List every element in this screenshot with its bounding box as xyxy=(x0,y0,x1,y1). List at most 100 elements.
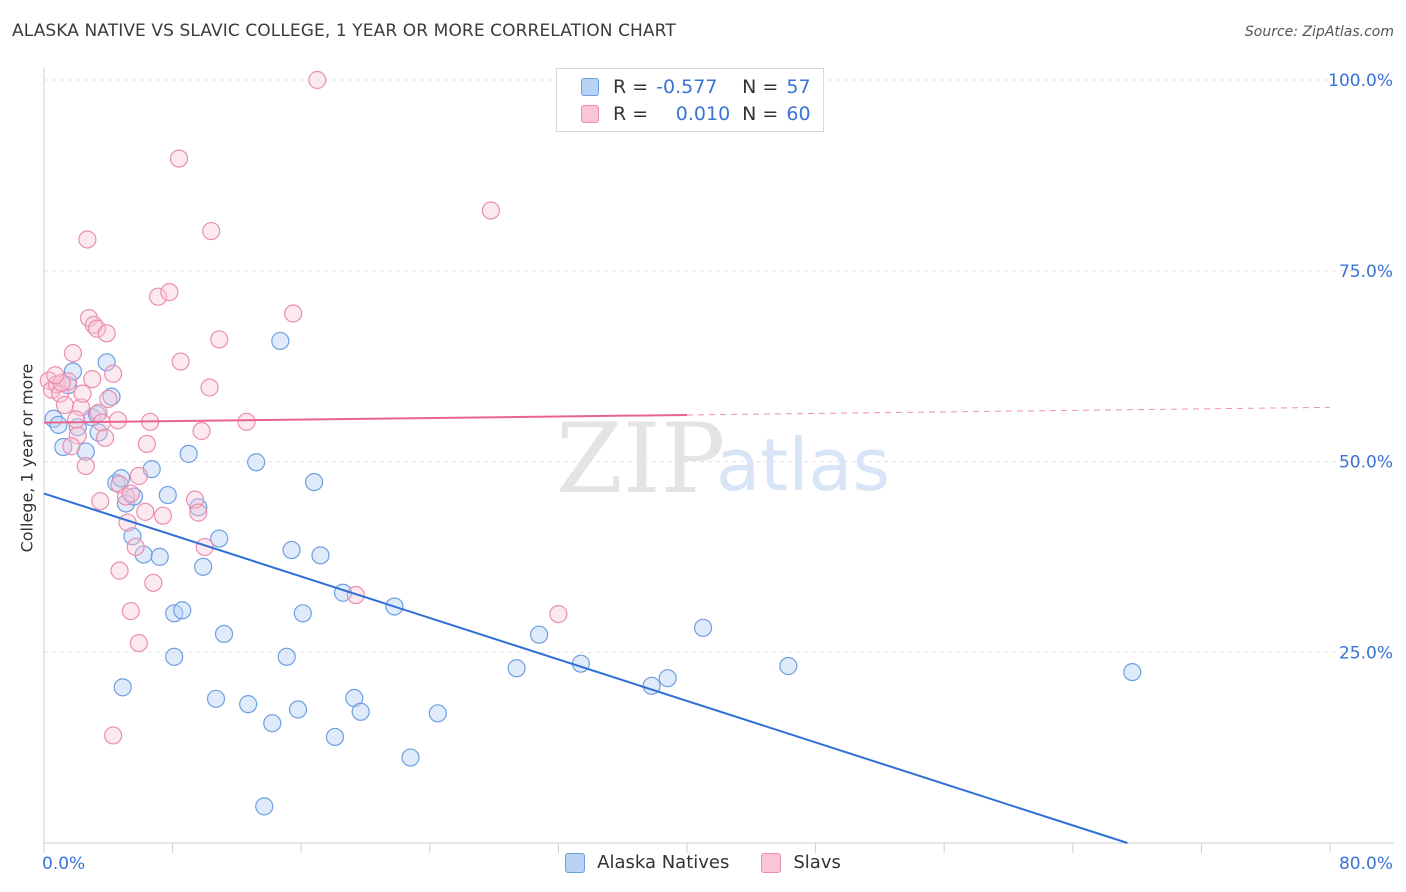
slavs-point xyxy=(52,373,71,393)
slavs-point xyxy=(68,426,87,445)
blue-swatch-icon xyxy=(565,852,586,873)
slavs-point xyxy=(210,330,229,349)
slavs-point xyxy=(87,319,107,338)
alaska-native-point xyxy=(271,331,290,351)
slavs-point xyxy=(171,352,190,371)
blue-swatch-icon xyxy=(581,78,599,96)
pink-swatch-icon xyxy=(581,105,599,123)
slavs-trendline xyxy=(43,413,688,424)
stats-legend: R = -0.577 N = 57 R = 0.010 N = 60 xyxy=(556,68,824,132)
legend-n-value: 57 xyxy=(786,76,811,98)
pink-swatch-icon xyxy=(761,852,782,873)
legend-row-slavs: R = 0.010 N = 60 xyxy=(581,102,811,126)
alaska-native-point xyxy=(282,540,301,560)
slavs-point xyxy=(108,411,128,430)
alaska-native-point xyxy=(1123,662,1142,682)
slavs-point xyxy=(83,369,102,389)
slavs-point xyxy=(137,434,156,454)
slavs-point xyxy=(78,230,97,249)
alaska-native-point xyxy=(277,647,296,666)
chart-title: ALASKA NATIVE VS SLAVIC COLLEGE, 1 YEAR … xyxy=(12,21,676,41)
alaska-native-point xyxy=(311,546,330,565)
slavs-point xyxy=(63,344,83,363)
slavs-point xyxy=(284,304,303,323)
alaska-native-point xyxy=(239,695,258,714)
alaska-native-point xyxy=(194,557,213,576)
slavs-point xyxy=(91,492,110,511)
alaska-native-point xyxy=(112,469,131,488)
alaska-native-point xyxy=(325,727,345,747)
slavs-point xyxy=(169,149,189,168)
legend-label: Alaska Natives xyxy=(597,852,730,873)
alaska-native-point xyxy=(507,659,526,678)
alaska-native-point xyxy=(97,353,116,372)
legend-n-value: 60 xyxy=(786,103,811,125)
slavs-point xyxy=(73,384,92,403)
slavs-point xyxy=(110,561,129,580)
y-tick-label: 50.0% xyxy=(1339,453,1393,473)
watermark-atlas: atlas xyxy=(716,423,890,507)
slavs-point xyxy=(76,456,95,476)
slavs-point xyxy=(189,503,208,522)
alaska-native-point xyxy=(658,669,677,688)
slavs-point xyxy=(192,421,211,441)
alaska-native-point xyxy=(779,656,798,676)
source-label: Source: ZipAtlas.com xyxy=(1244,24,1394,40)
slavs-point xyxy=(62,437,81,456)
slavs-point xyxy=(55,395,74,415)
slavs-point xyxy=(308,70,327,90)
alaska-native-point xyxy=(102,387,121,406)
alaska-native-point xyxy=(304,473,324,492)
alaska-native-point xyxy=(63,362,83,381)
watermark-zip: ZIP xyxy=(556,403,725,515)
slavs-point xyxy=(549,604,568,624)
slavs-point xyxy=(195,537,214,557)
y-tick-label: 100.0% xyxy=(1328,71,1393,91)
alaska-native-point xyxy=(263,714,282,733)
alaska-native-point xyxy=(530,625,549,644)
legend-r-label: R = xyxy=(613,76,649,98)
alaska-native-point xyxy=(247,453,266,472)
alaska-native-point xyxy=(173,601,192,620)
alaska-native-point xyxy=(214,624,234,644)
legend-label: Slavs xyxy=(793,852,841,873)
alaska-native-point xyxy=(49,415,68,434)
slavs-point xyxy=(237,412,256,431)
alaska-native-point xyxy=(123,527,142,546)
slavs-point xyxy=(99,389,118,409)
legend-r-value: 0.010 xyxy=(675,103,731,125)
alaska-native-point xyxy=(401,748,420,767)
alaska-native-point xyxy=(150,547,169,566)
alaska-native-point xyxy=(113,678,132,697)
slavs-point xyxy=(202,221,221,241)
slavs-point xyxy=(97,324,116,343)
slavs-point xyxy=(95,428,115,447)
x-tick-label: 80.0% xyxy=(1339,854,1393,874)
alaska-native-point xyxy=(158,485,177,505)
slavs-point xyxy=(121,601,140,621)
alaska-native-point xyxy=(293,604,312,623)
y-tick-label: 75.0% xyxy=(1339,262,1393,282)
alaska-native-point xyxy=(179,444,198,463)
slavs-point xyxy=(160,283,179,302)
legend-row-alaska: R = -0.577 N = 57 xyxy=(581,75,811,99)
alaska-native-point xyxy=(165,647,184,666)
slavs-point xyxy=(129,633,148,653)
slavs-trendline-extension xyxy=(686,406,1331,416)
alaska-native-point xyxy=(255,797,274,816)
y-axis-label: College, 1 year or more xyxy=(17,363,37,553)
alaska-native-point xyxy=(428,704,447,723)
alaska-native-point xyxy=(288,700,308,719)
slavs-point xyxy=(200,378,219,397)
x-tick-label: 0.0% xyxy=(42,854,85,874)
slavs-point xyxy=(153,506,173,525)
slavs-point xyxy=(144,573,163,592)
legend-item-slavs[interactable]: Slavs xyxy=(761,852,841,873)
alaska-native-point xyxy=(206,689,226,708)
slavs-point xyxy=(126,537,145,557)
legend-item-alaska-natives[interactable]: Alaska Natives xyxy=(565,852,729,873)
y-tick-label: 25.0% xyxy=(1339,643,1393,663)
slavs-point xyxy=(121,484,140,503)
legend-r-value: -0.577 xyxy=(656,76,718,98)
